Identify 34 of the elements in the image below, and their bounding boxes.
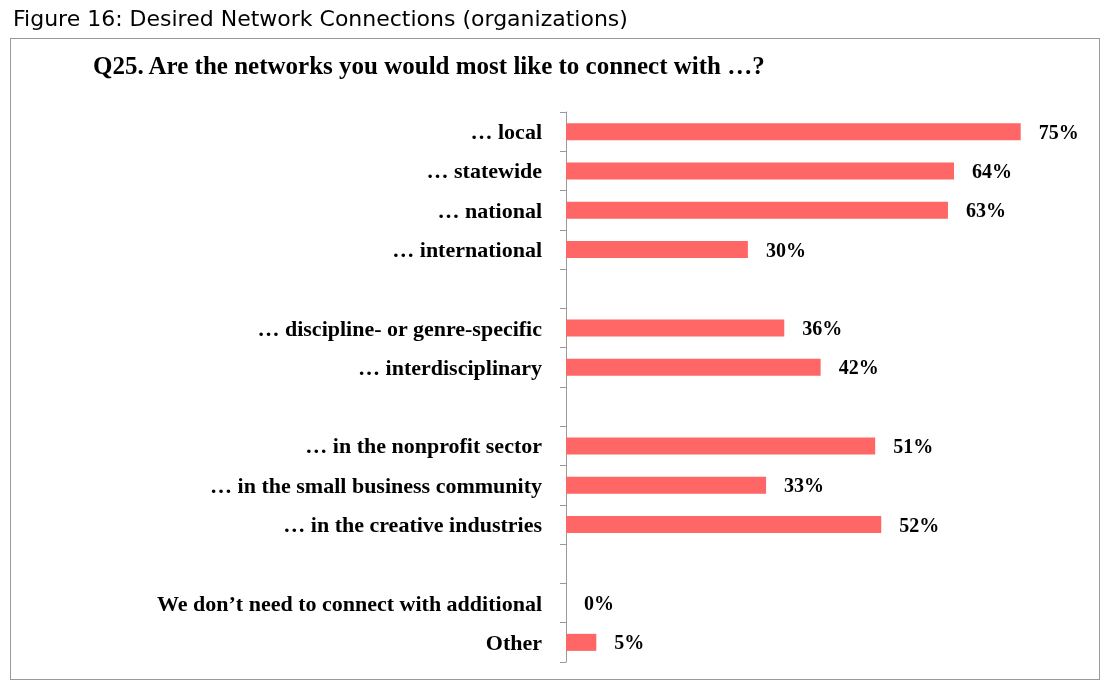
bar [566, 516, 882, 533]
text: Figure 16: Desired Network Connections (organizations) [13, 5, 628, 31]
bar [566, 633, 597, 651]
y-tick-label: … discipline- or genre-specific [257, 315, 543, 341]
y-tick-label: … national [437, 197, 542, 223]
data-label: 0% [584, 592, 614, 615]
y-tick-label: Other [485, 629, 543, 655]
y-tick-label: … interdisciplinary [358, 354, 542, 380]
y-tick-label: … in the nonprofit sector [305, 433, 543, 459]
bar [566, 241, 748, 258]
data-label: 52% [899, 513, 940, 536]
bar [566, 201, 948, 219]
data-label: 5% [614, 631, 645, 654]
y-tick-label: We don’t need to connect with additional [156, 590, 542, 616]
data-label: 33% [784, 474, 825, 497]
data-label: 36% [802, 317, 843, 340]
data-label: 75% [1038, 120, 1079, 143]
y-tick-label: … international [392, 237, 542, 262]
bar [566, 358, 821, 376]
bar [566, 476, 767, 494]
data-label: 63% [965, 199, 1006, 222]
bar [566, 319, 785, 337]
data-label: 51% [893, 434, 934, 457]
data-label: 42% [838, 356, 879, 379]
bar [566, 162, 954, 180]
y-tick-label: … in the small business community [210, 472, 542, 498]
data-label: 64% [972, 159, 1012, 182]
y-tick-label: … statewide [426, 158, 543, 184]
data-label: 30% [765, 238, 806, 261]
y-tick-label: … in the creative industries [283, 512, 543, 537]
bar [566, 123, 1021, 141]
y-tick-label: … local [470, 119, 542, 145]
chart-subtitle: Q25. Are the networks you would most like to connect with …? [93, 52, 765, 79]
bar [566, 437, 876, 455]
